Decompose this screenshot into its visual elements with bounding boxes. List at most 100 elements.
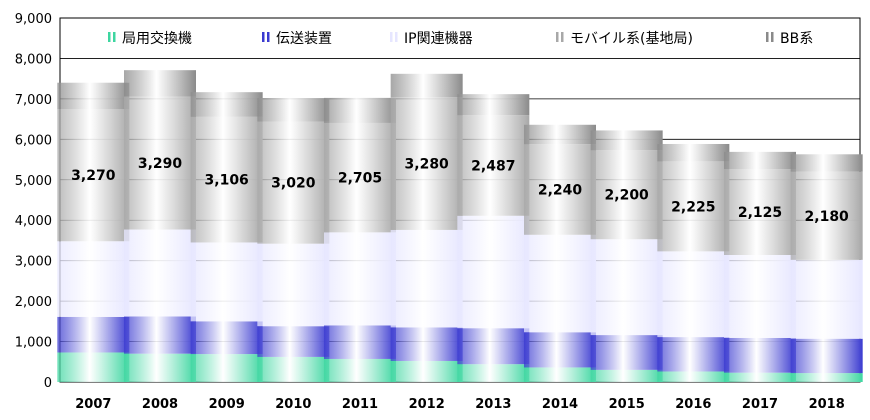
bar-segment: [324, 325, 396, 359]
bar-segment: [590, 130, 663, 151]
data-label: 3,020: [271, 176, 316, 192]
x-tick-label: 2009: [209, 397, 245, 412]
bar-segment: [590, 335, 663, 370]
bar-segment: [790, 259, 863, 339]
data-label: 2,180: [805, 209, 850, 225]
bar-segment: [590, 239, 663, 336]
y-tick-label: 5,000: [15, 174, 52, 189]
x-tick-label: 2013: [475, 397, 511, 412]
data-label: 3,280: [405, 157, 450, 173]
bar-segment: [257, 356, 330, 382]
bar-segment: [724, 169, 796, 256]
data-label: 3,290: [138, 156, 183, 172]
bar-segment: [190, 92, 263, 117]
legend-label: 伝送装置: [276, 31, 332, 47]
bar-segment: [57, 82, 130, 109]
x-tick-label: 2015: [609, 397, 645, 412]
bar-segment: [57, 352, 130, 382]
legend-swatch: [395, 32, 398, 42]
bar-segment: [790, 171, 863, 260]
bar-segment: [190, 242, 263, 322]
bar-segment: [657, 251, 730, 338]
bar-segment: [457, 215, 530, 329]
data-label: 3,270: [71, 168, 116, 184]
bar-segment: [324, 358, 396, 382]
data-label: 2,125: [738, 205, 782, 221]
bar-segment: [724, 255, 796, 338]
data-label: 2,487: [471, 158, 515, 174]
legend-swatch: [262, 32, 265, 42]
bar-segment: [657, 161, 730, 252]
y-tick-label: 8,000: [15, 52, 52, 67]
data-label: 3,106: [205, 173, 249, 189]
x-tick-label: 2014: [542, 397, 578, 412]
bar-segment: [57, 316, 130, 353]
bar-segment: [257, 98, 330, 122]
y-tick-label: 3,000: [15, 255, 52, 270]
bar-segment: [324, 97, 396, 123]
bar-segment: [124, 229, 196, 317]
bar-segment: [724, 337, 796, 373]
data-label: 2,225: [671, 199, 715, 215]
x-axis: 2007 2008 2009 2010 2011 2012 2013 2014 2015 2016…: [75, 397, 845, 412]
x-tick-label: 2017: [742, 397, 778, 412]
bar-segment: [190, 354, 263, 382]
y-tick-label: 0: [44, 376, 52, 391]
legend-swatch: [113, 32, 116, 42]
bar-segment: [390, 97, 463, 230]
legend-label: IP関連機器: [404, 31, 473, 47]
bar-segment: [190, 321, 263, 355]
data-label: 2,240: [538, 182, 583, 198]
bar-segment: [790, 373, 863, 382]
legend-swatch: [108, 32, 111, 42]
bar-segment: [790, 154, 863, 172]
x-tick-label: 2016: [675, 397, 711, 412]
legend-swatch: [561, 32, 564, 42]
x-tick-label: 2012: [409, 397, 445, 412]
legend: 局用交換機 伝送装置 IP関連機器 モバイル系(基地局) BB系: [72, 26, 834, 50]
data-label: 2,200: [605, 188, 650, 204]
y-tick-label: 9,000: [15, 12, 52, 27]
y-tick-label: 7,000: [15, 93, 52, 108]
bar-segment: [524, 144, 596, 235]
legend-swatch: [556, 32, 559, 42]
legend-label: BB系: [780, 31, 813, 47]
bars: [57, 70, 863, 382]
bar-segment: [324, 232, 396, 326]
bar-segment: [124, 353, 196, 382]
data-label: 2,705: [338, 171, 382, 187]
bar-segment: [390, 229, 463, 328]
bar-segment: [524, 234, 596, 333]
legend-swatch: [267, 32, 270, 42]
bar-segment: [724, 151, 796, 170]
x-tick-label: 2018: [809, 397, 845, 412]
bar-segment: [390, 73, 463, 98]
y-axis: 0 1,000 2,000 3,000 4,000 5,000 6,000 7,000 8,00…: [15, 12, 52, 391]
bar-segment: [124, 316, 196, 354]
bar-segment: [590, 369, 663, 382]
bar-segment: [457, 94, 530, 116]
bar-segment: [124, 70, 196, 97]
x-tick-label: 2011: [342, 397, 378, 412]
bar-segment: [257, 326, 330, 357]
y-tick-label: 6,000: [15, 133, 52, 148]
bar-segment: [590, 150, 663, 240]
legend-swatch: [766, 32, 769, 42]
bar-segment: [524, 332, 596, 368]
bar-segment: [724, 372, 796, 382]
x-tick-label: 2007: [75, 397, 111, 412]
x-tick-label: 2010: [275, 397, 311, 412]
y-tick-label: 4,000: [15, 214, 52, 229]
legend-swatch: [390, 32, 393, 42]
x-tick-label: 2008: [142, 397, 178, 412]
bar-segment: [390, 327, 463, 361]
y-tick-label: 1,000: [15, 336, 52, 351]
bar-segment: [257, 121, 330, 244]
bar-segment: [524, 367, 596, 382]
bar-segment: [657, 143, 730, 162]
legend-swatch: [771, 32, 774, 42]
y-tick-label: 2,000: [15, 295, 52, 310]
legend-box: [72, 26, 834, 50]
data-labels: 3,270 3,290 3,106 3,020 2,705 3,280 2,487 2,240…: [71, 156, 849, 225]
